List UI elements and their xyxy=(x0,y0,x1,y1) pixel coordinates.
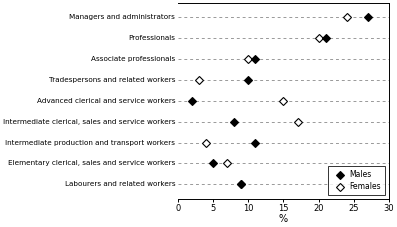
Legend: Males, Females: Males, Females xyxy=(328,166,385,195)
X-axis label: %: % xyxy=(279,214,288,224)
